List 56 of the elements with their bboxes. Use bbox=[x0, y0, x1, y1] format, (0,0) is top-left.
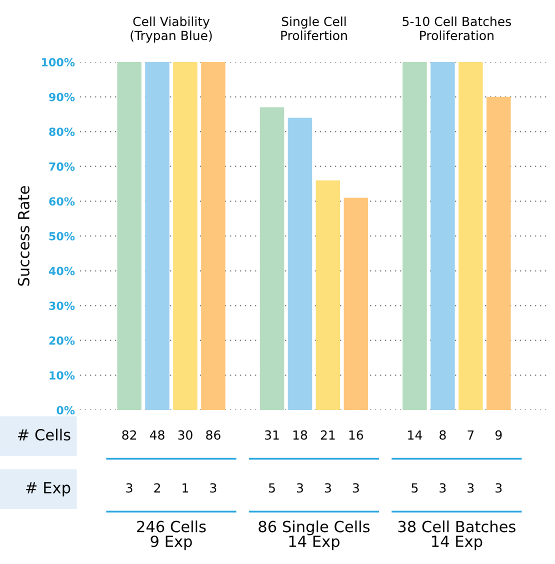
y-tick-label: 70% bbox=[49, 162, 75, 171]
y-tick-label: 90% bbox=[49, 92, 75, 102]
bar bbox=[288, 118, 312, 410]
text: 2 bbox=[154, 483, 160, 492]
y-axis-title: Success Rate bbox=[18, 186, 30, 286]
y-tick-label: 100% bbox=[42, 58, 75, 66]
text: 246 Cells 9 Exp bbox=[137, 520, 206, 550]
text: # Cells bbox=[18, 428, 70, 441]
bar bbox=[402, 62, 427, 410]
y-tick-label: 10% bbox=[50, 371, 75, 380]
text: 3 bbox=[352, 483, 359, 493]
text: 1 bbox=[182, 483, 188, 492]
text: 48 bbox=[150, 430, 164, 440]
bar bbox=[458, 62, 483, 410]
y-tick-label: 20% bbox=[49, 336, 75, 345]
y-tick-label: 80% bbox=[49, 128, 75, 136]
bar bbox=[344, 198, 368, 410]
text: 86 Single Cells 14 Exp bbox=[258, 520, 370, 550]
y-tick-label: 50% bbox=[49, 232, 75, 240]
bar bbox=[117, 62, 142, 410]
bar bbox=[173, 62, 198, 410]
bar bbox=[316, 180, 340, 410]
text: 3 bbox=[324, 483, 331, 493]
text: 7 bbox=[468, 430, 474, 440]
text: 3 bbox=[440, 483, 446, 493]
y-tick-label: 60% bbox=[49, 197, 75, 206]
bar bbox=[486, 96, 511, 410]
text: 3 bbox=[126, 483, 132, 493]
text: 30 bbox=[178, 430, 192, 440]
text: 14 bbox=[408, 430, 422, 440]
text: 21 bbox=[320, 430, 335, 440]
text: 86 bbox=[206, 430, 220, 440]
bar bbox=[145, 62, 170, 410]
text: 8 bbox=[440, 430, 446, 440]
text: 38 Cell Batches 14 Exp bbox=[398, 520, 516, 550]
text: 16 bbox=[349, 430, 364, 440]
text: 5 bbox=[269, 483, 275, 493]
text: 3 bbox=[468, 483, 474, 493]
y-tick-label: 40% bbox=[48, 266, 75, 276]
text: 3 bbox=[296, 483, 303, 493]
x-tick-label: 5-10 Cell Batches Proliferation bbox=[402, 16, 511, 40]
text: 18 bbox=[293, 430, 308, 440]
x-tick-label: Cell Viability (Trypan Blue) bbox=[130, 16, 212, 43]
x-tick-label: Single Cell Prolifertion bbox=[281, 16, 347, 40]
y-tick-label: 0% bbox=[56, 406, 75, 414]
text: 82 bbox=[122, 430, 136, 440]
text: 31 bbox=[265, 430, 279, 440]
text: # Exp bbox=[26, 482, 70, 496]
bar bbox=[260, 107, 284, 410]
text: 3 bbox=[496, 483, 502, 493]
y-tick-label: 30% bbox=[49, 302, 75, 310]
bar bbox=[430, 62, 455, 410]
text: 3 bbox=[210, 483, 216, 493]
text: 9 bbox=[495, 430, 502, 440]
bar bbox=[201, 62, 226, 410]
text: 5 bbox=[412, 483, 418, 493]
